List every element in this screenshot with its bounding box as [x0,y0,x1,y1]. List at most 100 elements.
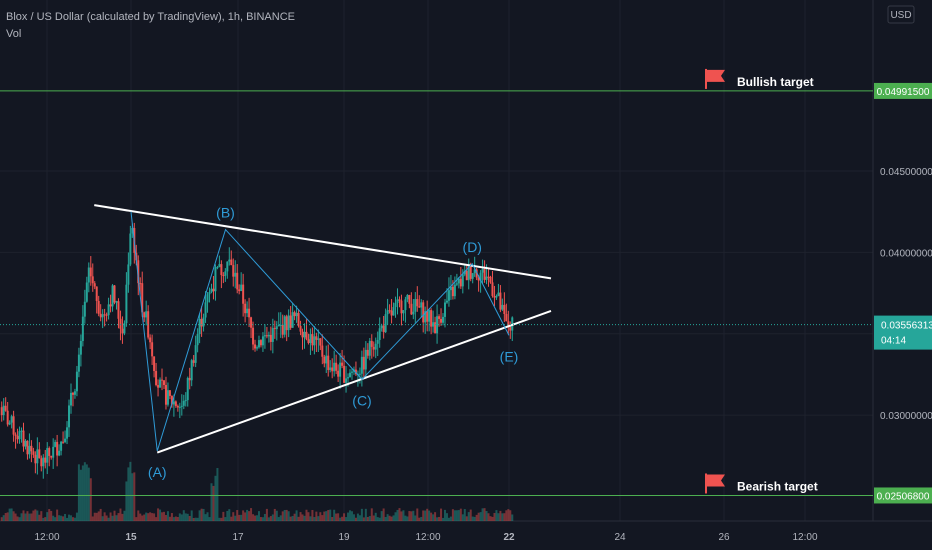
volume-bar [42,517,45,521]
volume-label[interactable]: Vol [6,28,21,40]
time-tick-label: 24 [614,532,626,543]
candle-body [396,299,399,303]
candle-body [62,441,65,443]
current-price-tag: 0.03556313 04:14 [0,315,932,350]
volume-bar [469,509,472,521]
volume-bar [71,517,74,521]
candle-body [491,282,494,296]
candle-body [303,331,306,338]
flag-pole [705,473,707,494]
volume-bar [370,508,373,521]
volume-bar [149,512,152,521]
symbol-title[interactable]: Blox / US Dollar (calculated by TradingV… [6,11,295,23]
volume-bar [83,462,86,521]
volume-bar [109,512,112,521]
flag-cloth [707,474,725,487]
candle-body [111,285,114,307]
candle-body [315,336,318,340]
candle-body [404,299,407,311]
candle-body [273,328,276,330]
volume-bar [73,517,76,521]
candle-body [341,362,344,366]
wave-path-line[interactable] [130,211,510,452]
volume-bar [273,508,276,521]
volume-bar [26,511,29,521]
volume-bar [501,513,504,521]
wave-label: (E) [500,348,519,364]
volume-bar [354,517,357,521]
volume-bar [485,510,488,521]
volume-bar [297,516,300,521]
volume-bar [99,508,102,521]
currency-badge-box[interactable] [887,5,915,24]
volume-bar [424,510,427,521]
candle-body [244,303,247,314]
volume-bar [44,517,47,521]
candle-body [392,307,395,316]
candle-body [224,271,227,276]
volume-bar [54,517,57,521]
candle-body [434,322,437,334]
candle-body [159,379,162,388]
candle-body [362,356,365,370]
volume-bar [12,511,15,521]
candle-body [71,392,74,395]
level-price-tag-bg [874,82,932,99]
candle-body [503,304,506,314]
target-label[interactable]: Bearish target [737,479,818,493]
volume-bar [242,510,245,521]
volume-bar [24,513,27,521]
candle-body [313,336,316,346]
candle-body [337,370,340,377]
volume-bar [473,516,476,521]
candle-body [465,270,468,281]
candle-body [347,377,350,379]
time-tick-label: 26 [718,532,730,543]
target-label[interactable]: Bullish target [737,75,814,89]
wave-label: (D) [463,239,482,255]
candle-body [285,316,288,331]
time-axis[interactable]: 12:00 15 17 19 12:00 22 24 26 12:00 [34,532,817,543]
volume-bar [105,515,108,521]
triangle-trendline[interactable] [94,204,552,280]
candle-body [139,283,142,285]
volume-bar [412,510,415,521]
candle-body [295,312,298,317]
candle-body [81,316,84,341]
volume-bar [301,514,304,521]
candle-body [275,326,278,330]
volume-bar [479,512,482,521]
candle-body [447,290,450,301]
volume-bar [113,510,116,521]
volume-bar [430,512,433,521]
volume-bar [178,513,181,521]
currency-badge[interactable]: USD [890,10,911,21]
candle-body [95,286,98,301]
volume-bar [85,464,88,521]
candle-body [388,310,391,312]
candle-body [293,312,296,317]
volume-bar [60,515,63,521]
time-tick-label: 19 [338,532,350,543]
candle-body [103,314,106,316]
candle-body [299,325,302,332]
candle-body [263,335,266,337]
candle-body [412,311,415,315]
volume-bar [125,481,128,521]
candlestick-series [0,222,514,479]
volume-bar [382,508,385,521]
time-tick-label: 12:00 [415,532,440,543]
candle-body [40,458,43,467]
candle-body [499,292,502,310]
volume-bar [269,516,272,521]
candle-body [153,356,156,372]
volume-bar [327,510,330,521]
candle-body [85,282,88,302]
candle-body [200,318,203,327]
candle-body [182,400,185,406]
volume-bar [347,512,350,521]
volume-bar [428,510,431,521]
triangle-trendline[interactable] [156,310,552,454]
candle-body [77,354,80,372]
